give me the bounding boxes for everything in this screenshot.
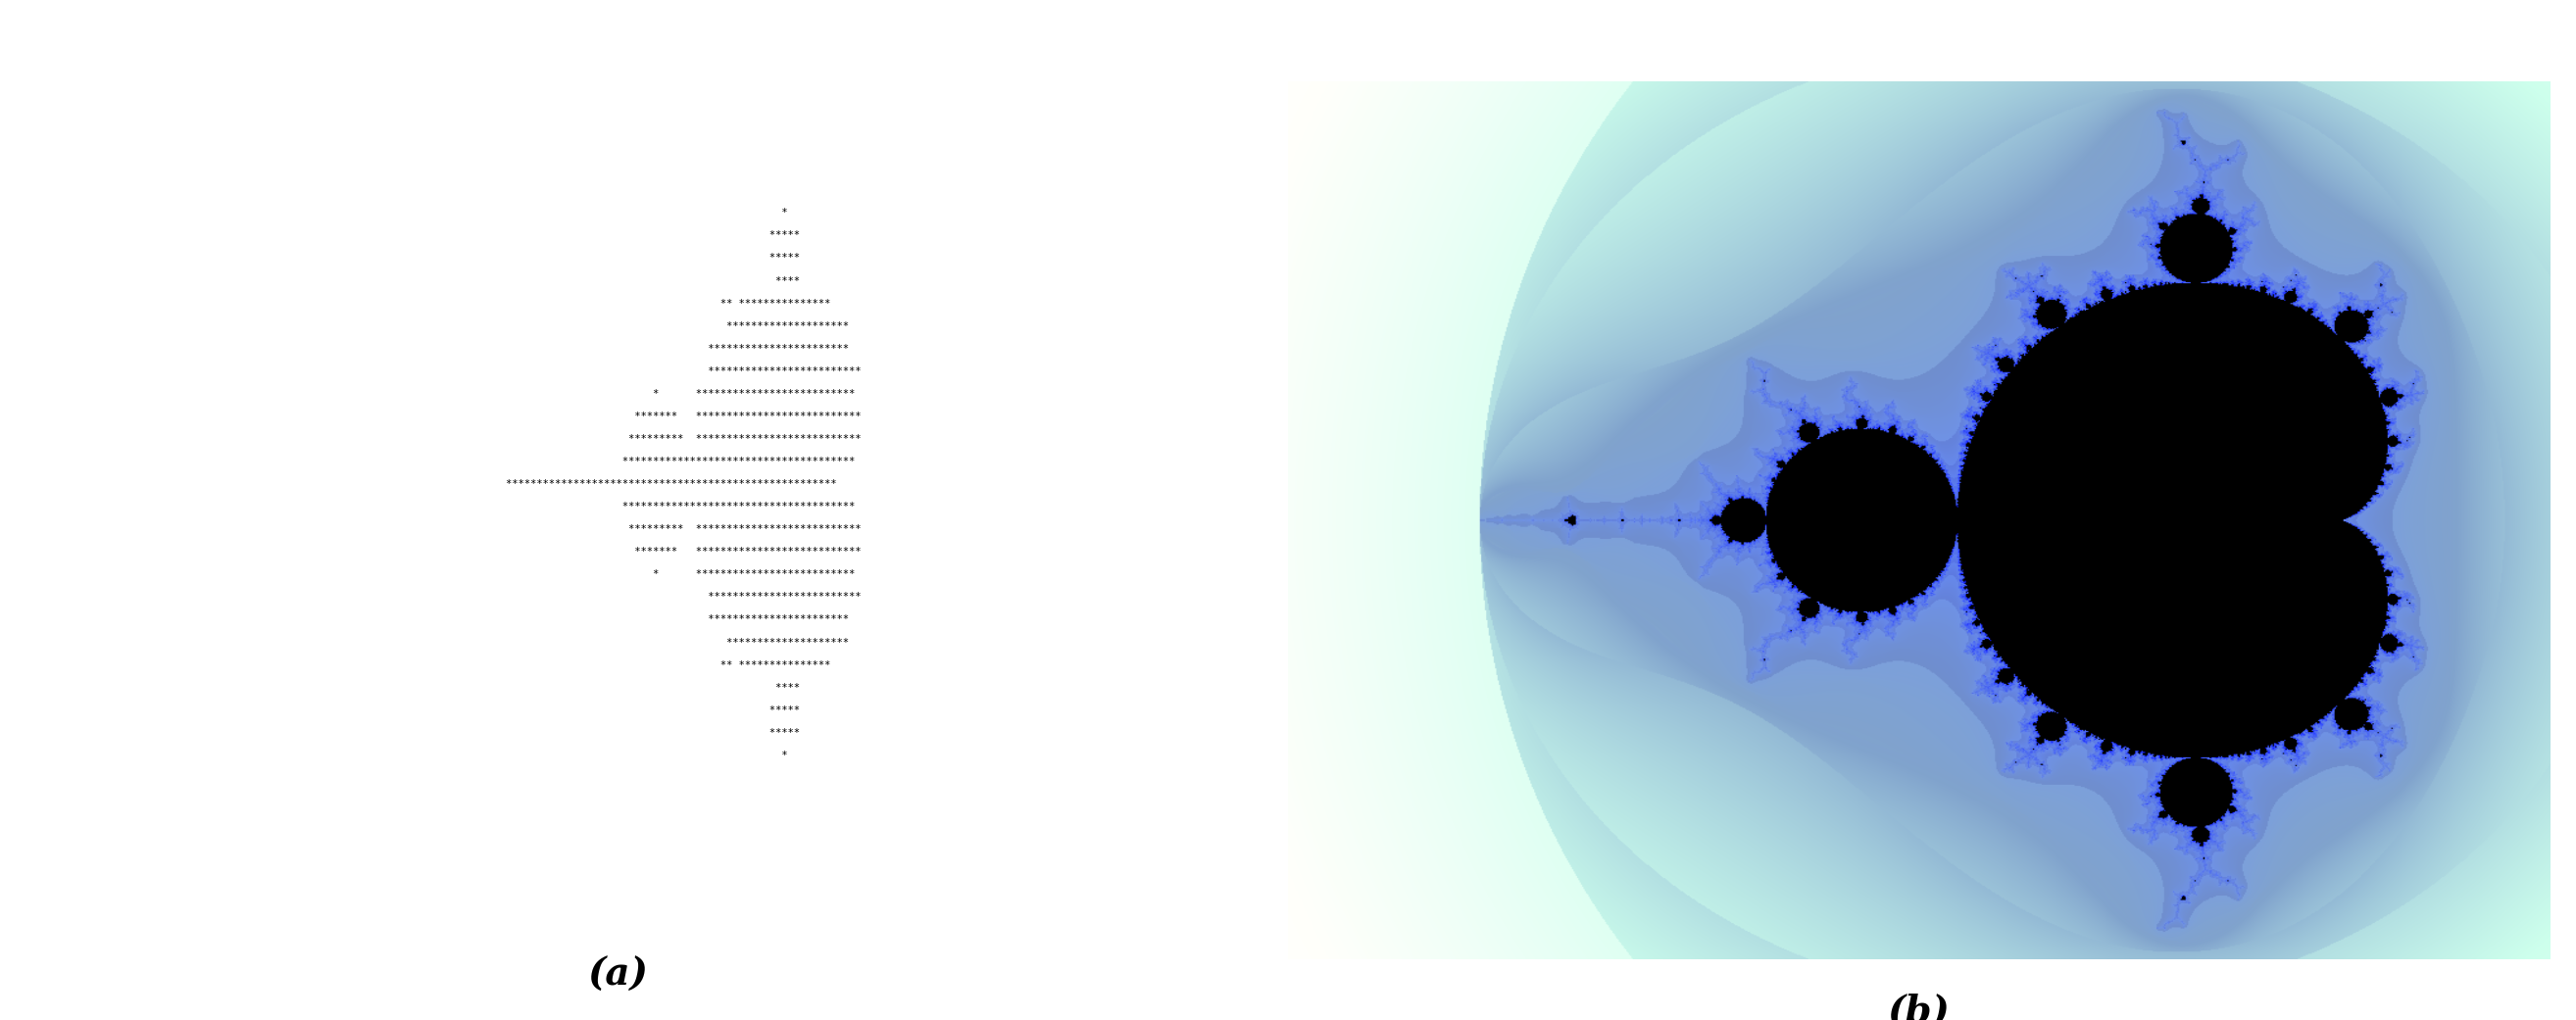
Text: *********  ***************************: ********* *************************** bbox=[433, 524, 922, 534]
Text: *****: ***** bbox=[433, 705, 922, 715]
Text: ********************: ******************** bbox=[433, 638, 922, 647]
Text: ** ***************: ** *************** bbox=[433, 299, 922, 308]
Text: *************************: ************************* bbox=[433, 366, 922, 376]
Text: *      **************************: * ************************** bbox=[433, 569, 922, 579]
Text: *****: ***** bbox=[433, 231, 922, 241]
Text: **************************************: ************************************** bbox=[433, 457, 922, 466]
Text: ***********************: *********************** bbox=[433, 344, 922, 354]
Text: ******************************************************: ****************************************… bbox=[433, 479, 922, 489]
Text: **************************************: ************************************** bbox=[433, 502, 922, 512]
Text: *************************: ************************* bbox=[433, 593, 922, 602]
Text: *******   ***************************: ******* *************************** bbox=[433, 547, 922, 557]
Text: *: * bbox=[433, 751, 922, 760]
Text: (a): (a) bbox=[587, 956, 649, 993]
Text: *********  ***************************: ********* *************************** bbox=[433, 435, 922, 444]
Text: ****: **** bbox=[433, 682, 922, 693]
Text: *****: ***** bbox=[433, 727, 922, 737]
Text: *******   ***************************: ******* *************************** bbox=[433, 411, 922, 421]
Text: ** ***************: ** *************** bbox=[433, 660, 922, 670]
Text: *      **************************: * ************************** bbox=[433, 389, 922, 399]
Text: ********************: ******************** bbox=[433, 321, 922, 330]
Text: (b): (b) bbox=[1888, 993, 1950, 1020]
Text: ***********************: *********************** bbox=[433, 615, 922, 624]
Text: ****: **** bbox=[433, 275, 922, 286]
Text: *: * bbox=[433, 208, 922, 218]
Text: *****: ***** bbox=[433, 253, 922, 263]
